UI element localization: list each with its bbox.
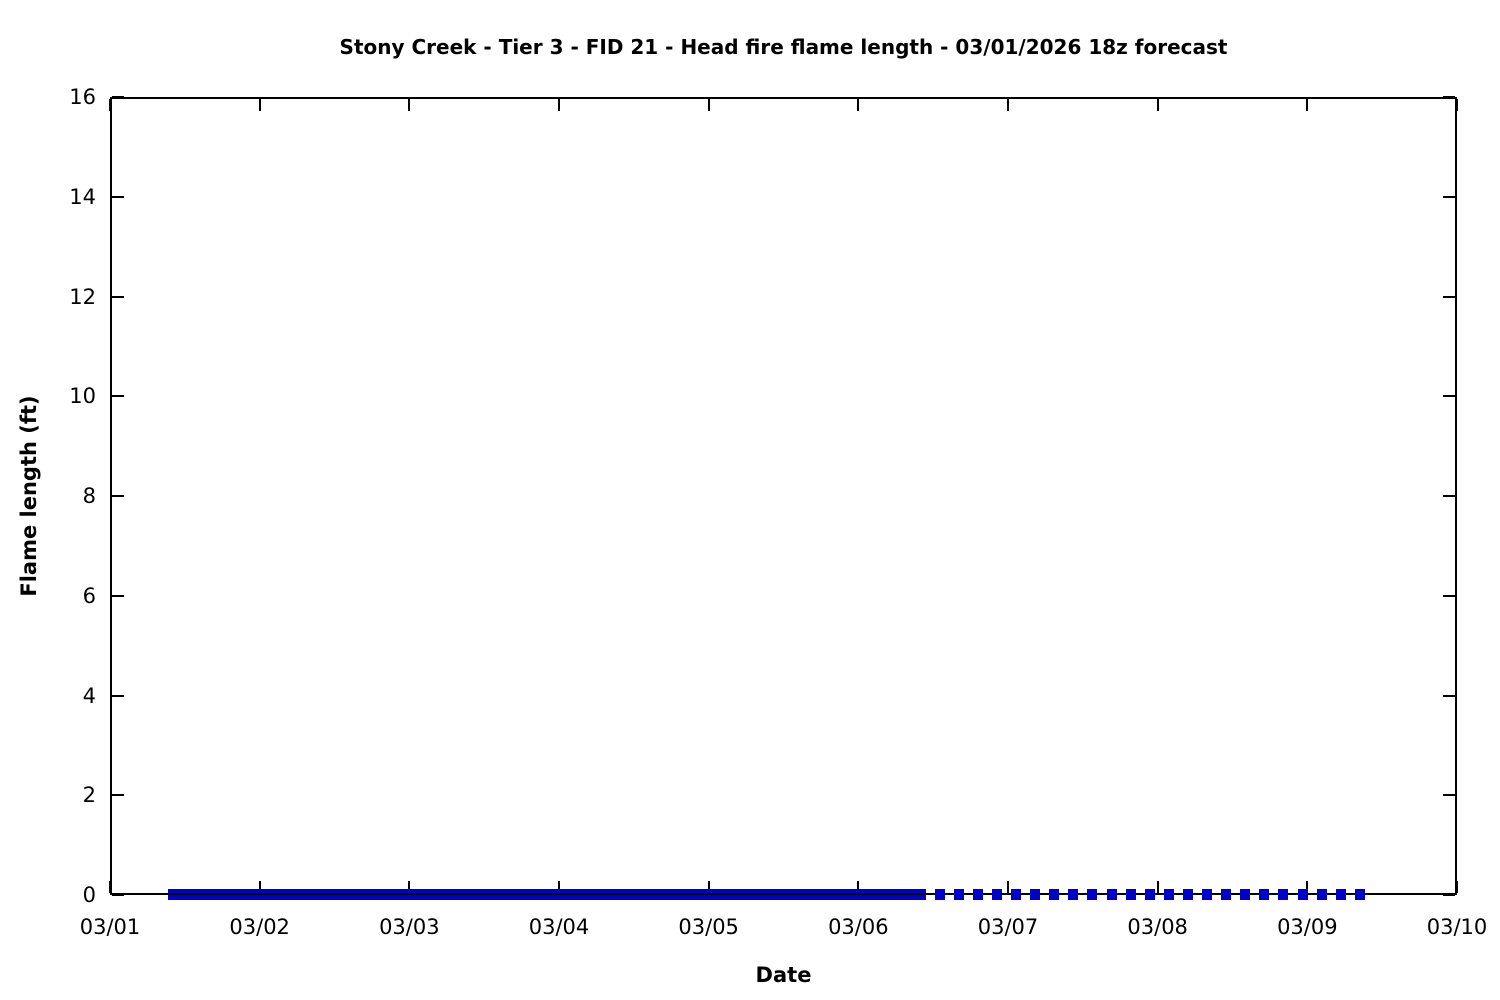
x-tick-label: 03/09 (1277, 915, 1338, 939)
y-tick-left (112, 794, 124, 797)
x-tick-label: 03/02 (229, 915, 290, 939)
y-tick-left (112, 894, 124, 896)
y-tick-label: 14 (69, 184, 96, 209)
x-tick-bottom (857, 881, 860, 893)
y-tick-right (1443, 894, 1455, 896)
head-fire-flame-length-dashed (1202, 889, 1213, 900)
x-tick-label: 03/05 (678, 915, 739, 939)
head-fire-flame-length-dashed (1182, 889, 1193, 900)
y-tick-left (112, 195, 124, 198)
head-fire-flame-length-dashed (1278, 889, 1289, 900)
y-tick-label: 0 (82, 883, 96, 907)
y-tick-right (1443, 694, 1455, 697)
x-tick-label: 03/07 (977, 915, 1039, 939)
head-fire-flame-length-dashed (1068, 889, 1079, 900)
x-tick-bottom (1306, 881, 1309, 893)
x-tick-bottom (1007, 881, 1009, 893)
y-tick-right (1443, 195, 1455, 198)
head-fire-flame-length-dashed (991, 889, 1002, 900)
head-fire-flame-length-dashed (972, 889, 983, 900)
x-tick-label: 03/06 (828, 915, 889, 939)
x-tick-top (1306, 99, 1309, 111)
y-tick-right (1443, 594, 1455, 597)
y-tick-left (112, 594, 124, 597)
x-tick-top (258, 99, 261, 111)
y-tick-label: 16 (69, 85, 96, 109)
y-tick-right (1443, 794, 1455, 797)
x-tick-label: 03/10 (1426, 915, 1488, 939)
x-tick-bottom (1456, 881, 1458, 893)
plot-area (110, 97, 1457, 895)
y-tick-left (112, 295, 124, 298)
y-tick-right (1443, 395, 1455, 398)
x-tick-bottom (707, 881, 710, 893)
head-fire-flame-length-dashed (1030, 889, 1041, 900)
head-fire-flame-length-dashed (953, 889, 964, 900)
y-tick-label: 12 (69, 284, 96, 309)
x-tick-bottom (258, 881, 261, 893)
x-tick-label: 03/04 (528, 915, 590, 939)
x-tick-top (408, 99, 411, 111)
y-tick-left (112, 694, 124, 697)
y-tick-label: 8 (82, 484, 96, 508)
chart-title: Stony Creek - Tier 3 - FID 21 - Head fir… (339, 35, 1228, 59)
x-tick-top (707, 99, 710, 111)
y-tick-right (1443, 495, 1455, 497)
x-tick-top (558, 99, 560, 111)
head-fire-flame-length-dashed (1144, 889, 1155, 900)
head-fire-flame-length-dashed (934, 889, 945, 900)
y-tick-left (112, 495, 124, 497)
x-axis-line-overlay (168, 893, 926, 895)
y-tick-right (1443, 96, 1455, 98)
x-tick-bottom (1156, 881, 1159, 893)
x-tick-label: 03/03 (379, 915, 440, 939)
x-tick-bottom (109, 881, 111, 893)
y-tick-label: 4 (82, 683, 96, 708)
head-fire-flame-length-dashed (1221, 889, 1232, 900)
x-tick-top (1007, 99, 1009, 111)
head-fire-flame-length-dashed (1240, 889, 1251, 900)
y-tick-label: 2 (82, 783, 96, 808)
x-tick-top (1456, 99, 1458, 111)
head-fire-flame-length-dashed (1316, 889, 1327, 900)
y-tick-left (112, 395, 124, 398)
head-fire-flame-length-dashed (1049, 889, 1060, 900)
head-fire-flame-length-dashed (1087, 889, 1098, 900)
head-fire-flame-length-dashed (1163, 889, 1174, 900)
head-fire-flame-length-dashed (1297, 889, 1308, 900)
y-tick-right (1443, 295, 1455, 298)
y-tick-label: 10 (69, 384, 96, 409)
head-fire-flame-length-dashed (1106, 889, 1117, 900)
x-tick-top (857, 99, 860, 111)
y-tick-left (112, 96, 124, 98)
head-fire-flame-length-dashed (1335, 889, 1346, 900)
head-fire-flame-length-dashed (1259, 889, 1270, 900)
x-tick-bottom (558, 881, 560, 893)
x-tick-top (1156, 99, 1159, 111)
x-tick-label: 03/01 (79, 915, 141, 939)
head-fire-flame-length-dashed (1125, 889, 1136, 900)
head-fire-flame-length-dashed (1011, 889, 1022, 900)
x-tick-label: 03/08 (1127, 915, 1188, 939)
x-tick-bottom (408, 881, 411, 893)
x-axis-title: Date (755, 963, 812, 987)
y-tick-label: 6 (82, 583, 96, 608)
head-fire-flame-length-dashed (1354, 889, 1365, 900)
x-tick-top (109, 99, 111, 111)
